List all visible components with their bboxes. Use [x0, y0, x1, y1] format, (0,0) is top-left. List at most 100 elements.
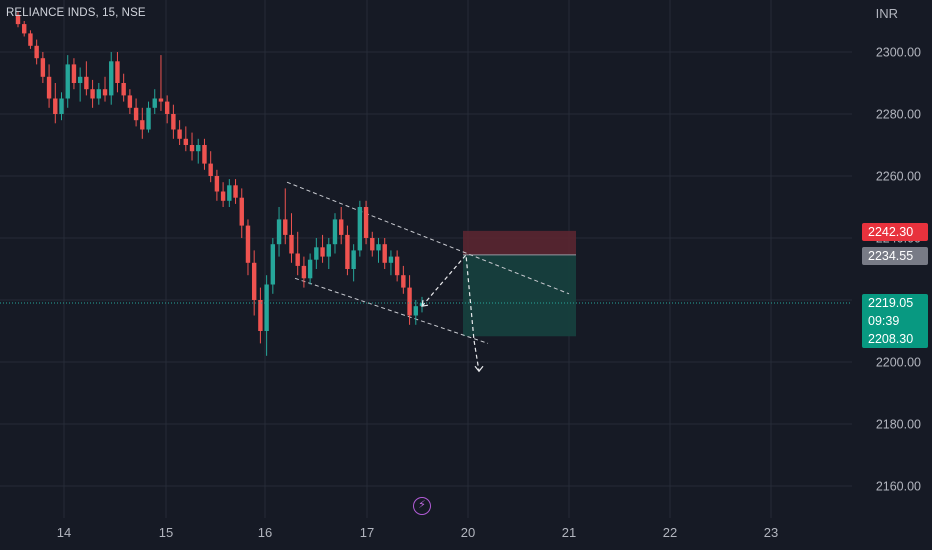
lightning-icon[interactable]: ⚡	[413, 497, 431, 515]
candle-body	[289, 234, 294, 254]
candle	[227, 179, 232, 207]
candle-body	[96, 89, 101, 99]
candle-body	[90, 89, 95, 99]
candle	[382, 238, 387, 269]
symbol-title[interactable]: RELIANCE INDS, 15, NSE	[6, 7, 146, 19]
candle-body	[214, 176, 220, 192]
candle	[351, 244, 356, 282]
candle	[140, 107, 145, 139]
candle-body	[177, 129, 182, 139]
y-tick-label: 2200.00	[876, 356, 921, 370]
candle-body	[152, 98, 157, 108]
candle-body	[301, 265, 307, 279]
candle	[301, 256, 307, 288]
candle-body	[283, 219, 288, 235]
bar-countdown: 09:39	[868, 314, 900, 328]
candle	[413, 300, 418, 325]
position-zones	[463, 230, 576, 337]
candle-body	[307, 259, 313, 279]
candle	[357, 200, 363, 257]
x-tick-label: 21	[562, 525, 576, 540]
candle	[202, 138, 207, 170]
channel-upper-line	[286, 181, 570, 295]
candle	[345, 225, 350, 276]
candle	[270, 238, 276, 294]
x-axis: 14 15 16 17 20 21 22 23	[57, 525, 778, 540]
candle-body	[121, 83, 126, 96]
candle-body	[127, 95, 133, 108]
x-tick-label: 22	[663, 525, 677, 540]
candle	[171, 104, 176, 139]
y-tick-label: 2300.00	[876, 46, 921, 60]
candle	[15, 11, 21, 28]
candle-body	[345, 234, 350, 269]
candle-body	[109, 61, 114, 96]
candle	[183, 126, 189, 152]
candle	[363, 200, 369, 245]
candle-body	[351, 250, 356, 269]
candle	[121, 73, 126, 102]
target-price: 2208.30	[868, 332, 914, 346]
candle	[214, 169, 220, 201]
candle-body	[46, 76, 52, 99]
candle-body	[270, 244, 276, 285]
candle-body	[171, 114, 176, 130]
candle	[53, 83, 58, 124]
chart-grid	[0, 0, 852, 518]
candle	[196, 138, 201, 164]
x-tick-label: 17	[360, 525, 374, 540]
stop-price: 2242.30	[868, 225, 914, 239]
candle-body	[102, 89, 108, 96]
candle-body	[77, 76, 83, 83]
candle	[264, 275, 269, 356]
candle	[46, 64, 52, 108]
x-tick-label: 23	[764, 525, 778, 540]
candle	[109, 52, 114, 105]
projection-path	[421, 253, 480, 372]
candle	[158, 55, 164, 111]
candle	[96, 83, 101, 105]
y-tick-label: 2180.00	[876, 418, 921, 432]
stop-price-tag: 2242.30	[862, 223, 928, 241]
candle-body	[65, 64, 70, 99]
candle-body	[376, 244, 381, 251]
candle-body	[251, 262, 257, 300]
entry-price-tag: 2234.55	[862, 247, 928, 265]
candle-body	[59, 98, 64, 114]
arrow-tail	[421, 300, 429, 307]
candle-body	[388, 256, 394, 263]
candle	[401, 265, 406, 294]
candle-body	[264, 284, 269, 331]
candle-body	[34, 45, 39, 59]
candle	[388, 250, 394, 276]
entry-price: 2234.55	[868, 249, 914, 263]
candle	[370, 231, 375, 257]
candle	[339, 207, 344, 245]
candle-body	[133, 107, 139, 121]
candle-body	[115, 61, 120, 83]
candle	[65, 55, 70, 108]
x-tick-label: 15	[159, 525, 173, 540]
candle-body	[295, 253, 300, 266]
candle-body	[22, 24, 27, 34]
candle	[177, 120, 182, 145]
candle-body	[239, 197, 244, 226]
candle-body	[164, 101, 170, 114]
candle	[283, 188, 288, 245]
candle	[22, 21, 27, 37]
candle-body	[332, 219, 338, 245]
candle	[152, 89, 157, 114]
candle	[332, 213, 338, 254]
candle-body	[407, 287, 412, 316]
candle	[258, 287, 263, 344]
y-tick-label: 2160.00	[876, 480, 921, 494]
candle-body	[258, 300, 263, 331]
candle	[59, 92, 64, 121]
candle	[295, 231, 300, 276]
candle-body	[140, 120, 145, 130]
candle-body	[53, 98, 58, 114]
candle-body	[382, 244, 387, 263]
candle-body	[84, 76, 89, 90]
candle	[90, 79, 95, 108]
